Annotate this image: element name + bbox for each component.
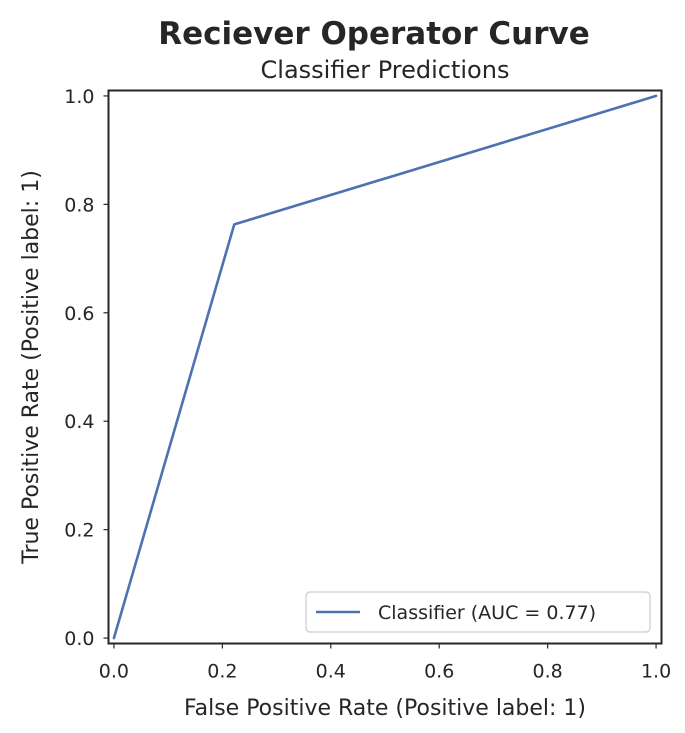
- x-tick-label: 0.6: [424, 661, 454, 683]
- x-tick-label: 0.0: [99, 661, 129, 683]
- x-tick-label: 0.4: [316, 661, 346, 683]
- plot-area-frame: [107, 89, 663, 645]
- y-axis: 0.0 0.2 0.4 0.6 0.8 1.0: [64, 86, 109, 650]
- x-tick-label: 0.2: [207, 661, 237, 683]
- y-tick-label: 0.0: [64, 628, 94, 650]
- chart-title: Classifier Predictions: [261, 56, 510, 84]
- legend-box: [305, 591, 651, 633]
- figure-suptitle: Reciever Operator Curve: [158, 16, 590, 52]
- y-tick-label: 0.8: [64, 194, 94, 216]
- y-axis-label: True Positive Rate (Positive label: 1): [19, 170, 44, 565]
- y-tick-label: 1.0: [64, 86, 94, 108]
- x-axis: 0.0 0.2 0.4 0.6 0.8 1.0: [99, 643, 671, 683]
- x-tick-label: 1.0: [641, 661, 671, 683]
- roc-curve-line: [112, 94, 658, 640]
- y-tick-label: 0.2: [64, 520, 94, 542]
- legend: Classifier (AUC = 0.77): [305, 591, 651, 633]
- legend-entry-label: Classifier (AUC = 0.77): [378, 602, 596, 624]
- x-tick-label: 0.8: [533, 661, 563, 683]
- y-tick-label: 0.4: [64, 411, 94, 433]
- x-axis-label: False Positive Rate (Positive label: 1): [184, 696, 586, 721]
- y-tick-label: 0.6: [64, 303, 94, 325]
